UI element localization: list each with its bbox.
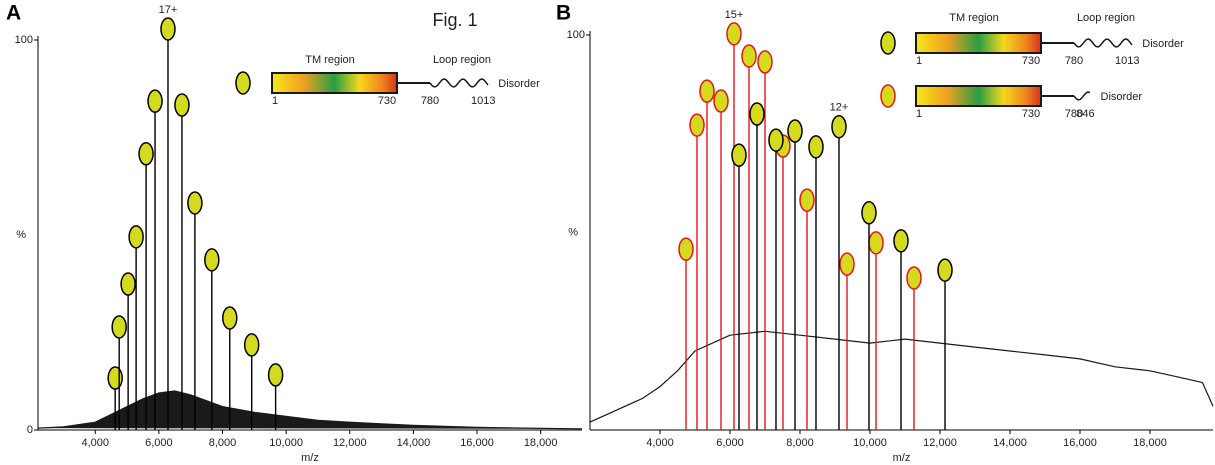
peak-marker: [138, 142, 154, 166]
region-label: Loop region: [1077, 12, 1135, 24]
residue-label: 780: [1065, 108, 1083, 120]
peak-marker: [187, 191, 203, 215]
peak-marker: [111, 315, 127, 339]
residue-label: 780: [1065, 55, 1083, 67]
figure-label: Fig. 1: [432, 10, 477, 30]
tail-label: Disorder: [1101, 91, 1143, 103]
residue-label: 1: [916, 108, 922, 120]
tail-label: Disorder: [1142, 38, 1184, 50]
peak-marker: [861, 201, 877, 225]
peak-marker: [831, 114, 847, 139]
x-tick-label: 12,000: [333, 437, 367, 449]
x-tick-label: 4,000: [646, 437, 674, 449]
x-tick-label: 8,000: [786, 437, 814, 449]
peak-marker: [749, 102, 765, 126]
region-label: Loop region: [433, 54, 491, 66]
y-tick-label: 100: [15, 34, 33, 46]
charge-label: 12+: [830, 102, 849, 114]
peak-marker: [808, 135, 824, 159]
residue-label: 846: [1076, 108, 1094, 120]
x-axis-label: m/z: [301, 452, 319, 464]
peak-marker: [787, 119, 803, 143]
region-label: TM region: [949, 12, 999, 24]
residue-label: 1: [272, 95, 278, 107]
residue-label: 1: [916, 55, 922, 67]
x-tick-label: 18,000: [524, 437, 558, 449]
residue-label: 780: [421, 95, 439, 107]
peak-marker: [267, 363, 284, 387]
peak-marker: [204, 248, 220, 272]
x-axis-label: m/z: [893, 452, 911, 464]
x-tick-label: 14,000: [993, 437, 1027, 449]
peak-marker: [107, 366, 123, 390]
peak-marker: [726, 22, 742, 46]
tail-label: Disorder: [498, 78, 540, 90]
x-tick-label: 4,000: [81, 437, 109, 449]
peak-marker: [678, 237, 694, 261]
peak-marker: [839, 252, 855, 276]
y-tick-label: 0: [27, 424, 33, 436]
construct-marker: [880, 31, 896, 55]
peak-marker: [222, 306, 238, 330]
disordered-tail: [1073, 38, 1133, 48]
x-tick-label: 16,000: [1063, 437, 1097, 449]
charge-label: 17+: [159, 4, 178, 16]
region-label: TM region: [305, 54, 355, 66]
x-tick-label: 14,000: [397, 437, 431, 449]
panel-label: B: [556, 2, 571, 25]
peak-marker: [731, 143, 747, 167]
peak-marker: [741, 44, 757, 68]
peak-marker: [243, 333, 260, 357]
x-tick-label: 18,000: [1133, 437, 1167, 449]
y-tick-label: 100: [567, 29, 585, 41]
x-tick-label: 12,000: [923, 437, 957, 449]
residue-label: 1013: [1115, 55, 1139, 67]
x-tick-label: 16,000: [460, 437, 494, 449]
peak-marker: [799, 188, 815, 212]
peak-marker: [128, 225, 144, 249]
peak-marker: [147, 89, 163, 113]
construct-marker: [880, 84, 896, 108]
residue-label: 730: [1022, 55, 1040, 67]
residue-label: 730: [378, 95, 396, 107]
tm-region: [271, 72, 398, 94]
construct-marker: [235, 71, 251, 95]
peak-marker: [768, 128, 784, 152]
x-tick-label: 10,000: [269, 437, 303, 449]
tm-region: [915, 85, 1042, 107]
x-tick-label: 6,000: [716, 437, 744, 449]
spectrum: [589, 330, 1214, 423]
charge-label: 15+: [725, 9, 744, 21]
peak-marker: [120, 272, 136, 296]
peak-marker: [937, 258, 953, 282]
residue-label: 1013: [471, 95, 495, 107]
x-tick-label: 8,000: [209, 437, 237, 449]
peak-marker: [689, 113, 705, 137]
x-tick-label: 6,000: [145, 437, 173, 449]
peak-marker: [893, 229, 909, 253]
disordered-tail: [429, 78, 489, 88]
spectrum: [37, 390, 583, 430]
disordered-tail: [1073, 91, 1091, 101]
tm-region: [915, 32, 1042, 54]
y-axis-label: %: [16, 229, 26, 241]
y-axis-label: %: [568, 226, 578, 238]
peak-marker: [699, 79, 715, 103]
x-tick-label: 10,000: [853, 437, 887, 449]
peak-marker: [713, 89, 729, 113]
peak-marker: [757, 50, 773, 74]
residue-label: 730: [1022, 108, 1040, 120]
peak-marker: [160, 17, 176, 41]
peak-marker: [868, 231, 884, 255]
panel-label: A: [6, 2, 21, 25]
peak-marker: [174, 93, 190, 117]
peak-marker: [906, 266, 922, 290]
